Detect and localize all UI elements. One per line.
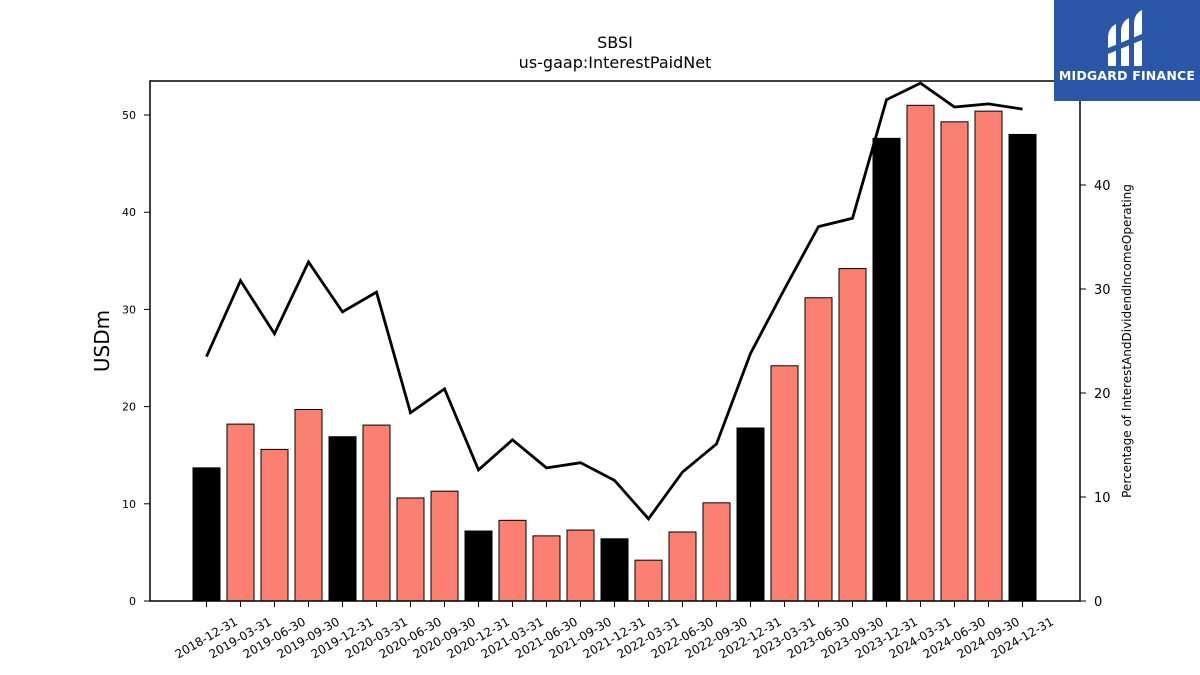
bar-2022-03-31 <box>634 559 663 602</box>
y-axis-label: USDm <box>90 310 114 372</box>
bar-2024-06-30 <box>940 121 969 602</box>
bar-2021-03-31 <box>498 519 527 602</box>
bar-2021-12-31 <box>600 538 629 602</box>
y-tick-label: 40 <box>122 206 136 219</box>
y-tick-label: 20 <box>122 401 136 414</box>
y2-tick-label: 0 <box>1094 595 1102 610</box>
bar-2021-06-30 <box>532 535 561 602</box>
bar-2023-09-30 <box>838 268 867 602</box>
chart-title: SBSI <box>597 33 633 52</box>
bar-2019-09-30 <box>294 409 323 602</box>
y2-axis-label: Percentage of InterestAndDividendIncomeO… <box>1120 184 1134 498</box>
bar-2024-09-30 <box>974 110 1003 602</box>
line-series <box>205 81 1023 522</box>
bar-2023-03-31 <box>770 365 799 602</box>
y-tick-label: 30 <box>122 303 136 316</box>
bar-2020-06-30 <box>396 497 425 602</box>
y-tick-label: 0 <box>129 595 136 608</box>
brand-logo: MIDGARD FINANCE <box>1054 0 1200 101</box>
bar-2022-12-31 <box>736 427 765 602</box>
bar-2022-09-30 <box>702 502 731 602</box>
bar-2020-03-31 <box>362 424 391 602</box>
bar-2023-12-31 <box>872 137 901 602</box>
bar-2019-03-31 <box>226 423 255 602</box>
bar-2018-12-31 <box>192 467 221 602</box>
line-percentage <box>205 81 1023 522</box>
bar-2020-12-31 <box>464 530 493 602</box>
y2-tick-label: 20 <box>1094 387 1111 402</box>
bar-2024-03-31 <box>906 104 935 602</box>
y2-tick-label: 40 <box>1094 179 1111 194</box>
y2-tick-label: 30 <box>1094 283 1111 298</box>
y2-tick-label: 10 <box>1094 491 1111 506</box>
bar-2023-06-30 <box>804 297 833 602</box>
bar-2020-09-30 <box>430 490 459 602</box>
y-tick-label: 50 <box>122 109 136 122</box>
bar-series <box>192 104 1037 602</box>
chart-subtitle: us-gaap:InterestPaidNet <box>519 53 712 72</box>
bar-2022-06-30 <box>668 531 697 602</box>
bar-2019-06-30 <box>260 448 289 602</box>
y-tick-label: 10 <box>122 498 136 511</box>
bar-2021-09-30 <box>566 529 595 602</box>
midgard-logo-icon <box>1108 10 1142 66</box>
bar-2019-12-31 <box>328 436 357 602</box>
brand-name: MIDGARD FINANCE <box>1058 68 1196 83</box>
bar-2024-12-31 <box>1008 133 1037 602</box>
